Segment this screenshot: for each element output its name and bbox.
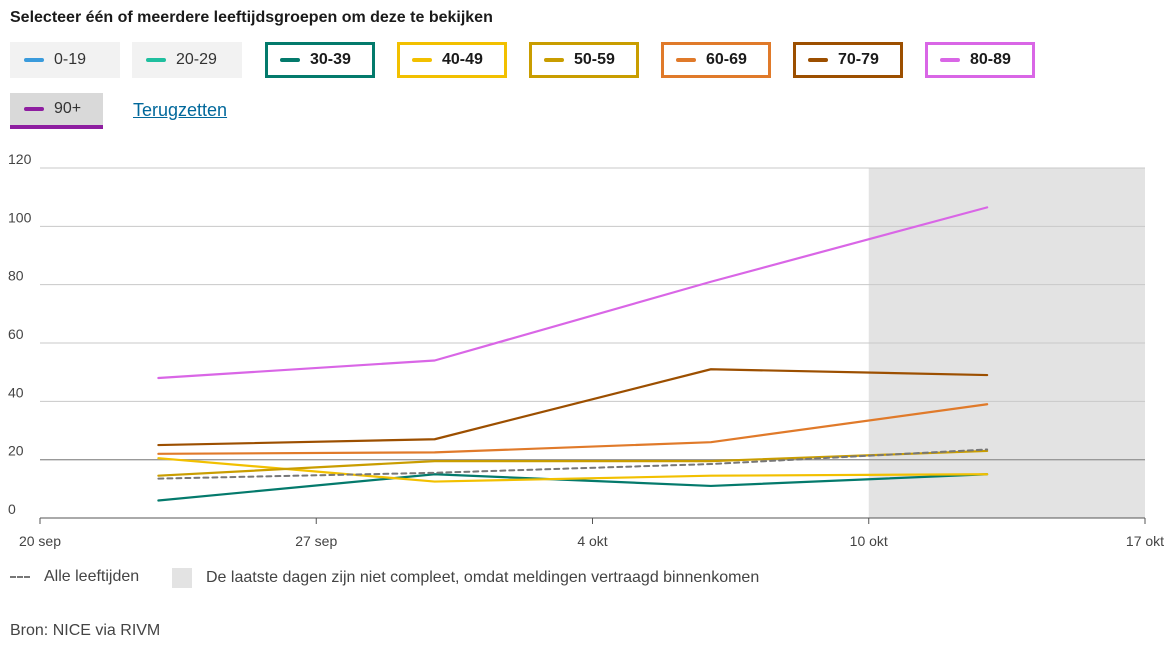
age-group-label: 70-79: [838, 51, 879, 68]
series-line-60-69: [157, 403, 989, 455]
legend-incomplete: De laatste dagen zijn niet compleet, omd…: [172, 568, 759, 588]
age-group-label: 50-59: [574, 51, 615, 68]
age-group-button-70-79[interactable]: 70-79: [793, 42, 903, 78]
age-group-button-40-49[interactable]: 40-49: [397, 42, 507, 78]
age-group-label: 40-49: [442, 51, 483, 68]
y-tick-label: 60: [8, 326, 24, 342]
age-group-button-90plus[interactable]: 90+: [10, 93, 103, 129]
line-swatch-icon: [940, 58, 960, 62]
x-tick-label: 17 okt: [1126, 533, 1164, 549]
age-group-label: 20-29: [176, 51, 217, 68]
chart-title: Selecteer één of meerdere leeftijdsgroep…: [10, 9, 493, 26]
source-note: Bron: NICE via RIVM: [10, 622, 161, 639]
age-group-button-30-39[interactable]: 30-39: [265, 42, 375, 78]
age-group-label: 80-89: [970, 51, 1011, 68]
age-group-button-0-19[interactable]: 0-19: [10, 42, 120, 78]
dashed-line-swatch: [10, 576, 30, 578]
line-swatch-icon: [280, 58, 300, 62]
reset-link[interactable]: Terugzetten: [133, 100, 228, 120]
age-group-button-20-29[interactable]: 20-29: [132, 42, 242, 78]
y-tick-label: 40: [8, 384, 24, 400]
age-group-label: 0-19: [54, 51, 87, 68]
series-line-50-59: [157, 449, 989, 477]
x-tick-label: 10 okt: [850, 533, 888, 549]
line-chart: 0 20 40 60 80 100 120 20 sep 27 sep 4 okt 10 okt 17…: [8, 151, 1164, 549]
line-swatch-icon: [544, 58, 564, 62]
age-group-button-50-59[interactable]: 50-59: [529, 42, 639, 78]
series-line-70-79: [157, 368, 989, 447]
x-tick-label: 4 okt: [577, 533, 607, 549]
line-swatch-icon: [24, 107, 44, 111]
y-tick-label: 120: [8, 151, 32, 167]
y-tick-label: 20: [8, 443, 24, 459]
series-line-alle-leeftijden: [157, 448, 989, 480]
y-tick-label: 100: [8, 209, 32, 225]
age-group-label: 30-39: [310, 51, 351, 68]
legend-all-ages: Alle leeftijden: [10, 568, 139, 586]
x-tick-label: 27 sep: [295, 533, 337, 549]
line-swatch-icon: [146, 58, 166, 62]
age-group-label: 90+: [54, 100, 82, 117]
series-line-80-89: [157, 206, 989, 380]
x-tick-label: 20 sep: [19, 533, 61, 549]
series-line-30-39: [157, 473, 989, 502]
line-swatch-icon: [24, 58, 44, 62]
legend-all-ages-label: Alle leeftijden: [44, 568, 140, 585]
y-tick-label: 80: [8, 268, 24, 284]
y-tick-label: 0: [8, 501, 16, 517]
line-swatch-icon: [412, 58, 432, 62]
age-group-button-80-89[interactable]: 80-89: [925, 42, 1035, 78]
age-group-label: 60-69: [706, 51, 747, 68]
grey-box-swatch: [172, 568, 192, 588]
age-group-button-60-69[interactable]: 60-69: [661, 42, 771, 78]
legend-incomplete-label: De laatste dagen zijn niet compleet, omd…: [206, 569, 760, 586]
line-swatch-icon: [676, 58, 696, 62]
line-swatch-icon: [808, 58, 828, 62]
series-line-40-49: [157, 457, 989, 483]
